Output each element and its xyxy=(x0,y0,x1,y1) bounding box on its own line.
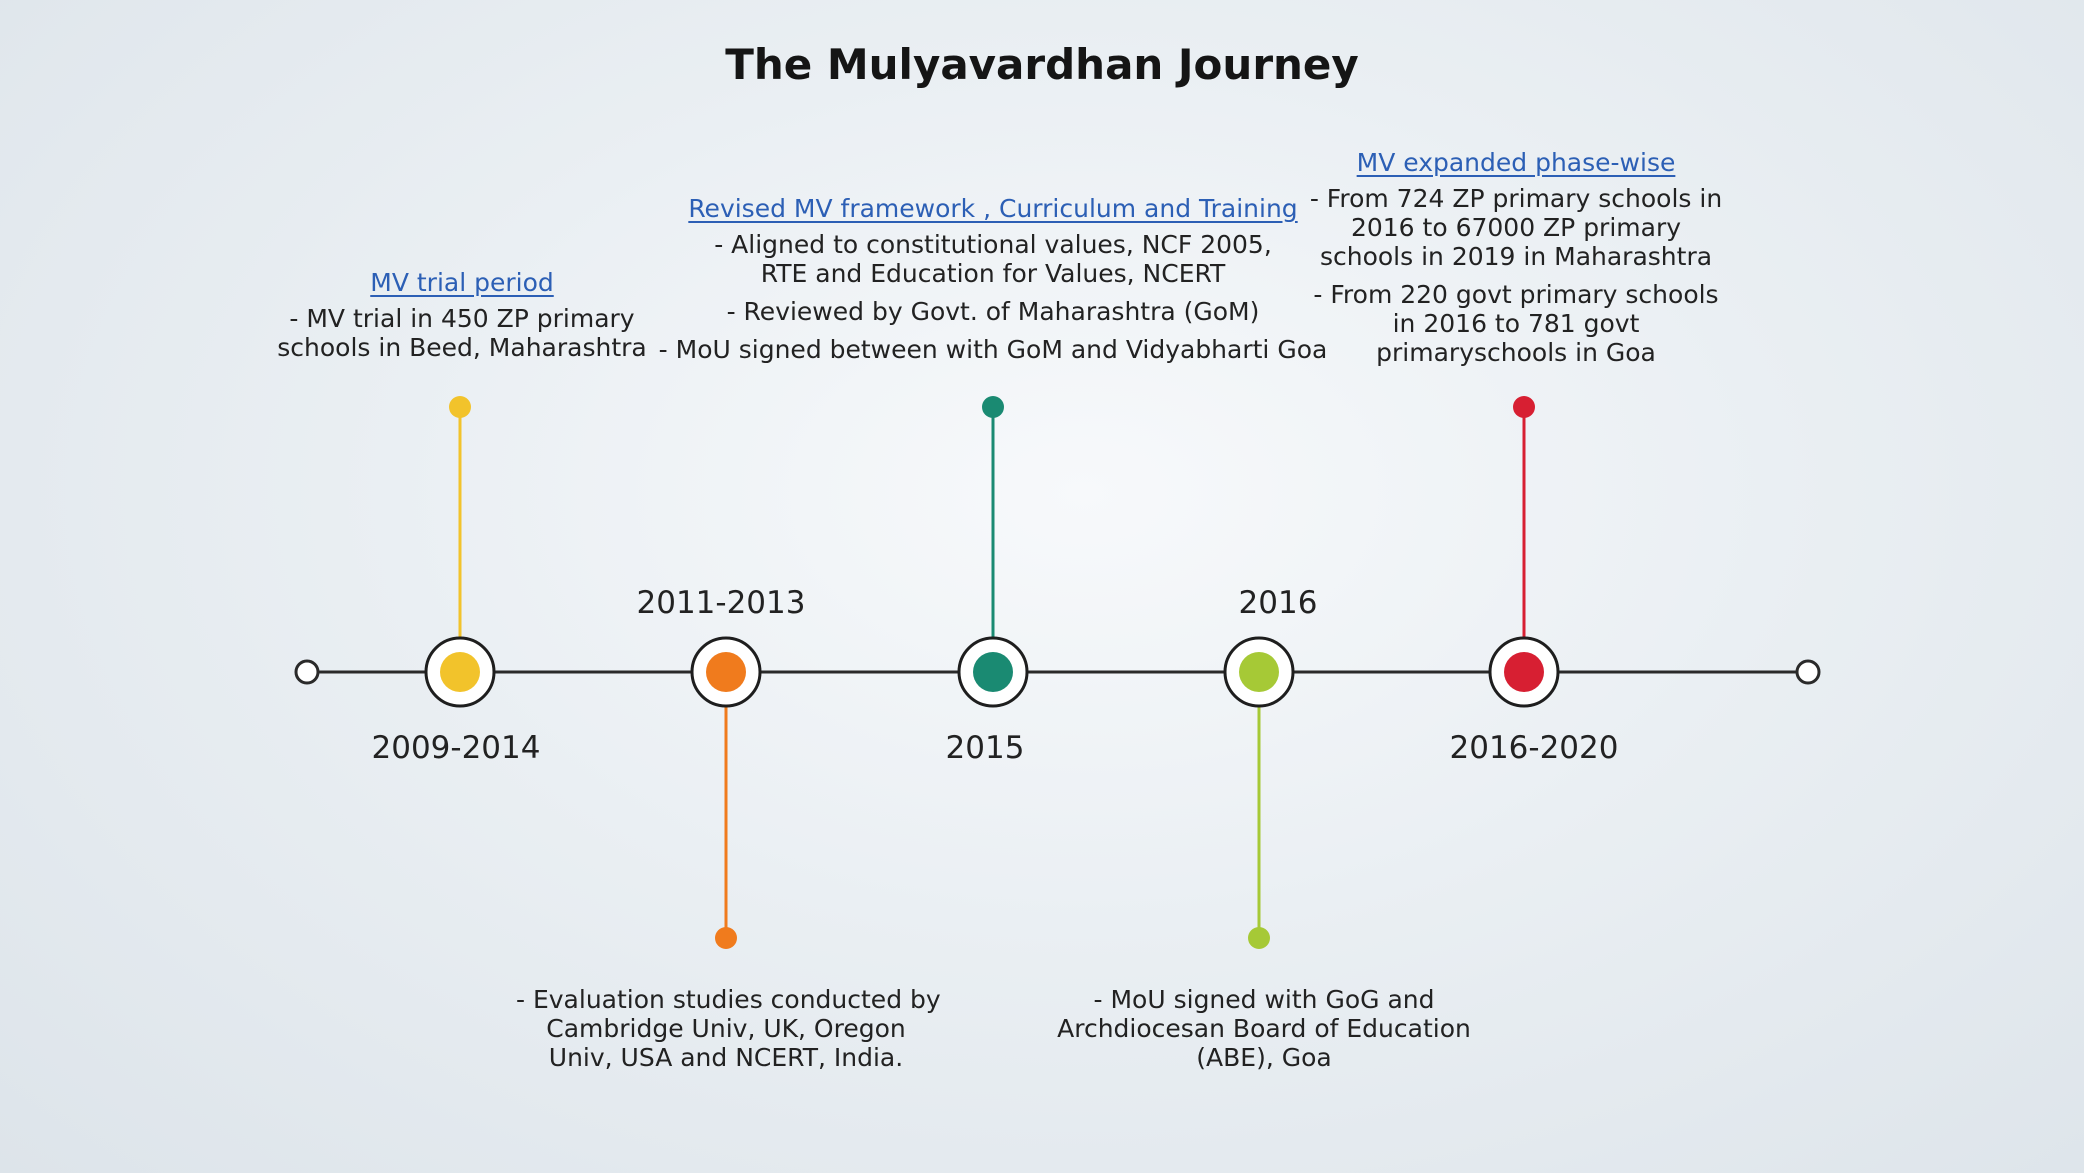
pin-dot-2015 xyxy=(982,396,1004,418)
pin-dot-2016 xyxy=(1248,927,1270,949)
milestone-node-2009-2014 xyxy=(424,636,496,708)
event-mou-goa-line-2: Archdiocesan Board of Education xyxy=(1057,1014,1471,1043)
year-label-2016: 2016 xyxy=(1238,585,1318,621)
event-expanded: MV expanded phase-wise - From 724 ZP pri… xyxy=(1306,148,1726,367)
milestone-node-2011-2013 xyxy=(690,636,762,708)
pin-dot-2009-2014 xyxy=(449,396,471,418)
event-expanded-line-5: in 2016 to 781 govt xyxy=(1392,309,1640,338)
event-mou-goa: - MoU signed with GoG and Archdiocesan B… xyxy=(1054,985,1474,1072)
event-trial-line-1: - MV trial in 450 ZP primary xyxy=(289,304,635,333)
event-expanded-line-2: 2016 to 67000 ZP primary xyxy=(1350,213,1682,242)
year-label-2011-2013: 2011-2013 xyxy=(636,585,806,621)
year-label-2009-2014: 2009-2014 xyxy=(371,730,541,766)
event-revised-line-4: - MoU signed between with GoM and Vidyab… xyxy=(658,335,1328,364)
milestone-node-2016-2020 xyxy=(1488,636,1560,708)
axis-end-cap xyxy=(1795,659,1821,685)
milestone-node-2016 xyxy=(1223,636,1295,708)
event-expanded-line-4: - From 220 govt primary schools xyxy=(1313,280,1719,309)
event-revised-framework: Revised MV framework , Curriculum and Tr… xyxy=(650,194,1336,364)
event-expanded-line-3: schools in 2019 in Maharashtra xyxy=(1319,242,1713,271)
event-trial-period: MV trial period - MV trial in 450 ZP pri… xyxy=(272,268,652,362)
event-evaluation-line-1: - Evaluation studies conducted by xyxy=(516,985,941,1014)
event-evaluation-line-3: Univ, USA and NCERT, India. xyxy=(548,1043,904,1072)
event-trial-line-2: schools in Beed, Maharashtra xyxy=(277,333,647,362)
event-revised-line-3: - Reviewed by Govt. of Maharashtra (GoM) xyxy=(726,297,1260,326)
event-expanded-line-1: - From 724 ZP primary schools in xyxy=(1309,184,1723,213)
event-expanded-line-6: primaryschools in Goa xyxy=(1376,338,1656,367)
milestone-node-2015 xyxy=(957,636,1029,708)
event-evaluation: - Evaluation studies conducted by Cambri… xyxy=(516,985,941,1072)
year-label-2015: 2015 xyxy=(945,730,1025,766)
pin-dot-2011-2013 xyxy=(715,927,737,949)
event-revised-line-1: - Aligned to constitutional values, NCF … xyxy=(714,230,1272,259)
event-evaluation-line-2: Cambridge Univ, UK, Oregon xyxy=(546,1014,906,1043)
event-revised-line-2: RTE and Education for Values, NCERT xyxy=(760,259,1226,288)
axis-start-cap xyxy=(294,659,320,685)
event-expanded-heading[interactable]: MV expanded phase-wise xyxy=(1356,148,1676,177)
event-mou-goa-line-1: - MoU signed with GoG and xyxy=(1093,985,1435,1014)
pin-dot-2016-2020 xyxy=(1513,396,1535,418)
event-trial-heading[interactable]: MV trial period xyxy=(370,268,554,297)
page-title: The Mulyavardhan Journey xyxy=(725,40,1359,89)
year-label-2016-2020: 2016-2020 xyxy=(1449,730,1619,766)
event-revised-heading[interactable]: Revised MV framework , Curriculum and Tr… xyxy=(688,194,1298,223)
event-mou-goa-line-3: (ABE), Goa xyxy=(1196,1043,1332,1072)
